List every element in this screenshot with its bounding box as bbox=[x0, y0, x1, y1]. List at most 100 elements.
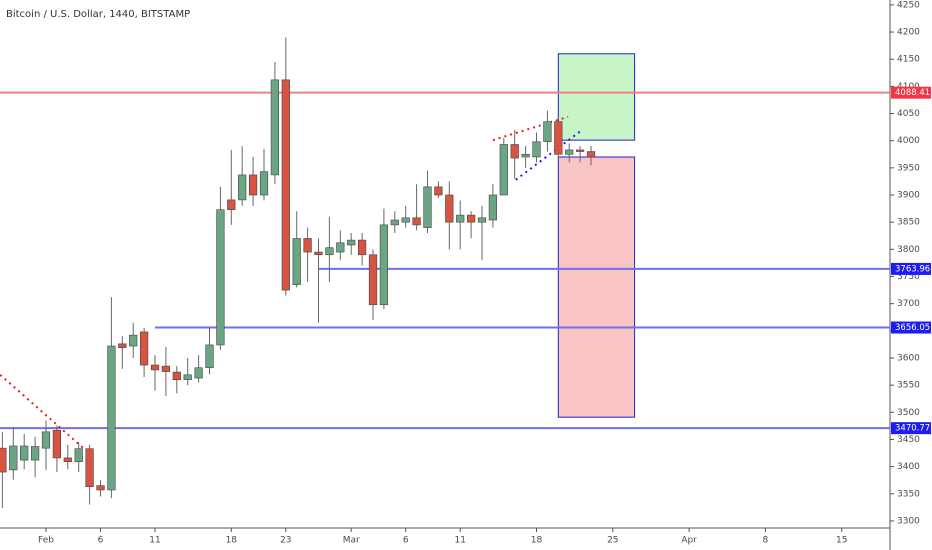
candle-body bbox=[412, 217, 421, 226]
candle-body bbox=[216, 209, 225, 346]
candle-body bbox=[423, 186, 432, 228]
candle-body bbox=[434, 186, 443, 196]
candle-body bbox=[238, 174, 247, 201]
y-tick-label: 3400 bbox=[897, 462, 920, 472]
candle-body bbox=[172, 371, 181, 381]
x-tick-label: 23 bbox=[280, 536, 291, 546]
candle-body bbox=[107, 345, 116, 491]
candle-body bbox=[259, 171, 269, 196]
position-box bbox=[557, 53, 636, 141]
candle-body bbox=[357, 239, 367, 256]
candle-body bbox=[139, 331, 149, 366]
candle-body bbox=[20, 445, 29, 461]
price-label: 3470.77 bbox=[895, 424, 930, 434]
price-label: 3763.96 bbox=[895, 264, 930, 274]
candle-body bbox=[129, 334, 138, 347]
y-tick-label: 3900 bbox=[897, 191, 920, 201]
candle-body bbox=[0, 447, 7, 473]
candle-body bbox=[456, 214, 465, 223]
candle-body bbox=[586, 151, 596, 158]
chart-title: Bitcoin / U.S. Dollar, 1440, BITSTAMP bbox=[6, 9, 190, 20]
price-label-bg bbox=[891, 262, 931, 275]
candle-body bbox=[205, 344, 214, 369]
candle-body bbox=[270, 79, 280, 176]
trendline bbox=[492, 115, 569, 142]
candle-body bbox=[325, 247, 334, 256]
candle-body bbox=[575, 149, 585, 152]
candle-body bbox=[118, 343, 127, 348]
x-tick-label: Mar bbox=[343, 536, 360, 546]
candle-body bbox=[314, 251, 323, 256]
candle-body bbox=[390, 219, 399, 226]
y-tick-label: 3600 bbox=[897, 353, 920, 363]
price-label: 4088.41 bbox=[895, 88, 930, 98]
candle-body bbox=[336, 242, 345, 253]
candle-body bbox=[368, 254, 378, 306]
y-tick-label: 4000 bbox=[897, 136, 920, 146]
x-tick-label: 11 bbox=[149, 536, 160, 546]
candle-body bbox=[74, 448, 83, 463]
candle-body bbox=[477, 217, 487, 223]
trendline bbox=[515, 129, 583, 181]
price-label-bg bbox=[891, 422, 931, 435]
candle-body bbox=[521, 153, 530, 158]
trendline bbox=[0, 374, 86, 451]
price-label-bg bbox=[891, 321, 931, 334]
y-tick-label: 4150 bbox=[897, 55, 920, 65]
candle-body bbox=[63, 457, 72, 463]
price-label: 3656.05 bbox=[895, 323, 930, 333]
candle-body bbox=[52, 429, 62, 459]
y-tick-label: 3450 bbox=[897, 435, 920, 445]
candle-body bbox=[554, 121, 563, 155]
y-tick-label: 3700 bbox=[897, 299, 920, 309]
candle-body bbox=[347, 239, 356, 246]
candle-body bbox=[150, 364, 160, 371]
candle-body bbox=[227, 199, 236, 210]
candle-body bbox=[9, 445, 18, 471]
candle-body bbox=[183, 374, 192, 381]
y-tick-label: 3550 bbox=[897, 381, 920, 391]
candle-body bbox=[303, 238, 312, 253]
y-tick-label: 3500 bbox=[897, 408, 920, 418]
y-tick-label: 4050 bbox=[897, 109, 920, 119]
candle-body bbox=[96, 485, 105, 491]
candle-body bbox=[41, 431, 51, 449]
candle-body bbox=[565, 149, 574, 155]
x-tick-label: 8 bbox=[763, 536, 769, 546]
candle-body bbox=[379, 224, 389, 306]
candle-body bbox=[532, 141, 541, 158]
x-tick-label: 15 bbox=[836, 536, 847, 546]
y-tick-label: 3950 bbox=[897, 163, 920, 173]
y-tick-label: 4200 bbox=[897, 28, 920, 38]
candle-body bbox=[30, 446, 40, 461]
x-tick-label: Feb bbox=[38, 536, 54, 546]
candle-body bbox=[543, 121, 552, 143]
candle-body bbox=[510, 144, 519, 159]
y-tick-label: 3800 bbox=[897, 245, 920, 255]
candle-body bbox=[466, 214, 476, 223]
candle-body bbox=[194, 367, 203, 379]
position-box bbox=[557, 156, 636, 418]
candle-body bbox=[292, 238, 301, 285]
candle-body bbox=[248, 174, 258, 196]
candle-body bbox=[445, 194, 454, 223]
x-tick-label: Apr bbox=[681, 536, 697, 546]
candle-body bbox=[499, 144, 508, 196]
x-tick-label: 18 bbox=[226, 536, 238, 546]
y-tick-label: 3850 bbox=[897, 218, 920, 228]
x-tick-label: 6 bbox=[403, 536, 409, 546]
price-label-bg bbox=[891, 86, 931, 99]
x-tick-label: 25 bbox=[607, 536, 618, 546]
y-tick-label: 3300 bbox=[897, 516, 920, 526]
candle-body bbox=[281, 79, 290, 291]
y-tick-label: 4250 bbox=[897, 0, 920, 10]
y-tick-label: 3750 bbox=[897, 272, 920, 282]
y-tick-label: 3350 bbox=[897, 489, 920, 499]
x-tick-label: 18 bbox=[531, 536, 543, 546]
candle-body bbox=[401, 217, 410, 223]
candle-body bbox=[161, 365, 171, 372]
candle-body bbox=[85, 448, 94, 488]
x-tick-label: 6 bbox=[98, 536, 104, 546]
candle-body bbox=[488, 194, 498, 221]
